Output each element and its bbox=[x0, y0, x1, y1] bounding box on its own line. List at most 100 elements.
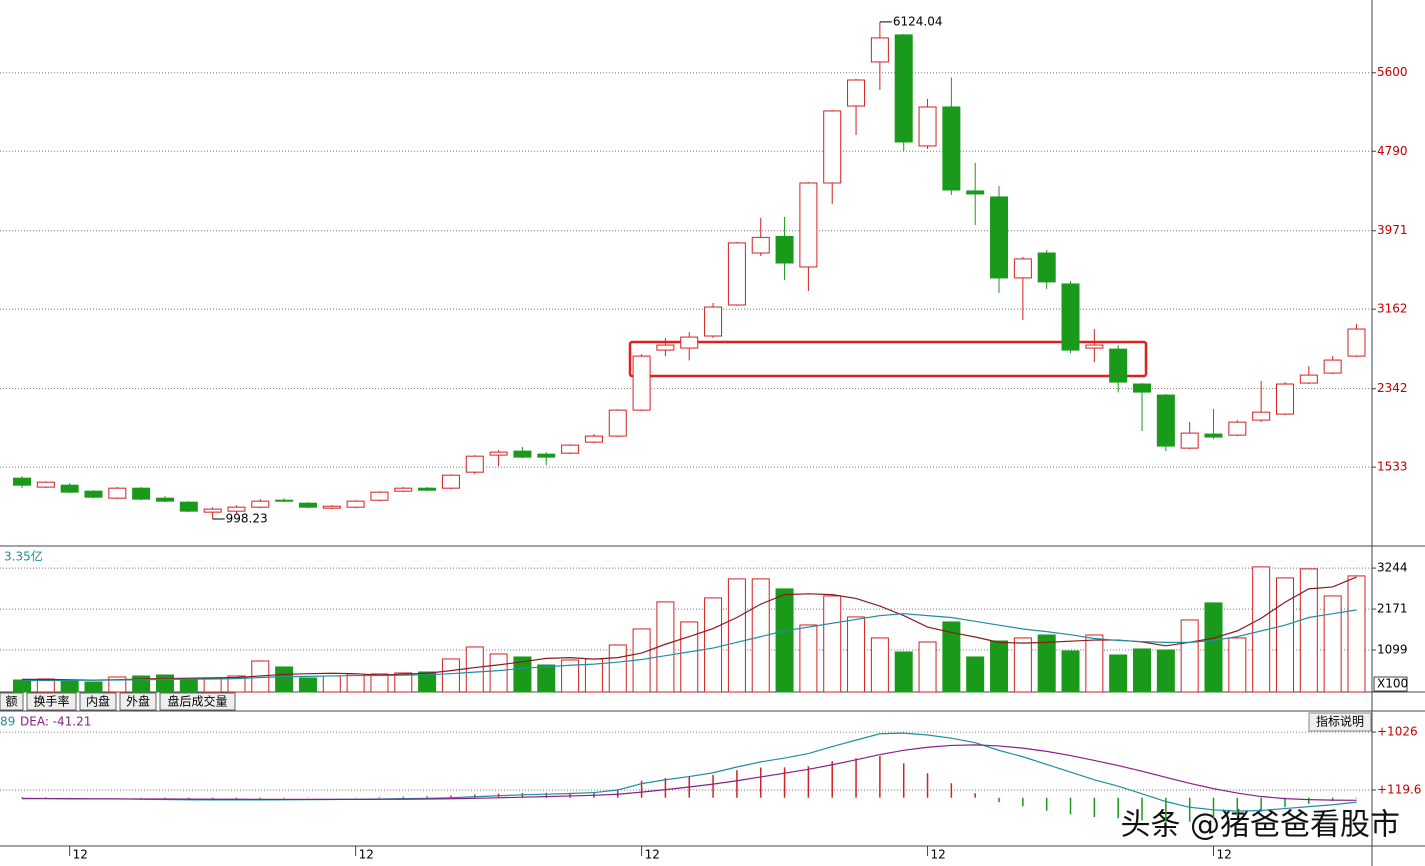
candle-body bbox=[1252, 411, 1271, 421]
volume-bar bbox=[394, 672, 413, 693]
candle-body bbox=[132, 487, 151, 500]
candle-body bbox=[441, 474, 460, 489]
volume-bar bbox=[441, 658, 460, 693]
y-tick-label: 4790 bbox=[1377, 144, 1408, 158]
y-tick-label: +119.6 bbox=[1377, 783, 1421, 797]
candle-body bbox=[990, 196, 1009, 279]
volume-bar bbox=[537, 664, 556, 693]
candle-body bbox=[179, 501, 198, 512]
candle-body bbox=[1156, 394, 1175, 447]
tab[interactable] bbox=[0, 692, 24, 711]
candle-body bbox=[13, 477, 31, 486]
candle-body bbox=[1013, 258, 1032, 279]
volume-bar bbox=[990, 640, 1009, 693]
y-tick-label: 2171 bbox=[1377, 602, 1408, 616]
candle-body bbox=[1347, 328, 1366, 357]
tab[interactable] bbox=[79, 692, 117, 711]
candle-body bbox=[60, 484, 79, 493]
candle-body bbox=[608, 409, 627, 437]
volume-bar bbox=[465, 646, 484, 693]
candle-body bbox=[537, 453, 556, 458]
candle-body bbox=[322, 505, 341, 509]
volume-bar bbox=[680, 621, 699, 693]
candle-body bbox=[918, 106, 937, 147]
candle-body bbox=[942, 106, 961, 191]
candle-body bbox=[1275, 383, 1294, 415]
y-tick-label: +1026 bbox=[1377, 725, 1418, 739]
candle-body bbox=[1323, 359, 1342, 374]
candle-body bbox=[727, 242, 746, 306]
volume-bar bbox=[870, 637, 889, 693]
volume-bar bbox=[84, 681, 103, 693]
tab-label[interactable]: 内盘 bbox=[86, 694, 110, 709]
y-tick-label: 1099 bbox=[1377, 643, 1408, 657]
indicator-button[interactable] bbox=[1308, 712, 1372, 732]
candle-body bbox=[251, 500, 270, 508]
indicator-button-label[interactable]: 指标说明 bbox=[1316, 714, 1364, 729]
candle-body bbox=[847, 79, 866, 107]
volume-bar bbox=[942, 621, 961, 693]
volume-bar bbox=[346, 673, 365, 693]
volume-bar bbox=[1323, 595, 1342, 693]
candle-body bbox=[1061, 283, 1080, 351]
candle-body bbox=[394, 487, 413, 492]
volume-bar bbox=[108, 676, 127, 693]
volume-bar bbox=[155, 674, 174, 693]
volume-bar bbox=[775, 588, 794, 693]
volume-bar bbox=[1013, 637, 1032, 693]
volume-bar bbox=[823, 595, 842, 693]
candle-body bbox=[680, 336, 699, 349]
volume-bar bbox=[370, 673, 389, 693]
volume-bar bbox=[1347, 575, 1366, 693]
tab[interactable] bbox=[26, 692, 77, 711]
candle-body bbox=[799, 182, 818, 268]
y-tick-label: 3162 bbox=[1377, 302, 1408, 316]
candle-body bbox=[36, 481, 55, 488]
y-tick-label: 1533 bbox=[1377, 460, 1408, 474]
tab[interactable] bbox=[159, 692, 236, 711]
candle-body bbox=[823, 110, 842, 184]
volume-bar bbox=[847, 616, 866, 693]
candle-body bbox=[418, 487, 437, 491]
x-tick-label: 12 bbox=[645, 848, 660, 862]
tab[interactable] bbox=[119, 692, 157, 711]
tab-label[interactable]: 换手率 bbox=[33, 694, 69, 709]
candle-body bbox=[370, 491, 389, 501]
volume-bar bbox=[704, 597, 723, 693]
candle-body bbox=[966, 190, 985, 195]
y-tick-label: 3244 bbox=[1377, 561, 1408, 575]
y-tick-label: 2342 bbox=[1377, 381, 1408, 395]
volume-bar bbox=[1204, 602, 1223, 693]
price-annotation: 998.23 bbox=[226, 511, 268, 525]
candle-body bbox=[1109, 348, 1128, 383]
dea-line bbox=[21, 744, 1357, 801]
candle-body bbox=[1228, 421, 1247, 436]
volume-ma-line bbox=[22, 609, 1357, 682]
candle-body bbox=[465, 455, 484, 473]
volume-bar bbox=[966, 656, 985, 693]
y-tick-label: 3971 bbox=[1377, 223, 1408, 237]
candle-body bbox=[84, 490, 103, 498]
volume-bar bbox=[418, 671, 437, 693]
volume-bar bbox=[298, 677, 317, 693]
candle-body bbox=[870, 37, 889, 63]
tab-label[interactable]: 额 bbox=[5, 695, 17, 709]
volume-bar bbox=[489, 653, 508, 693]
x-tick-label: 12 bbox=[359, 848, 374, 862]
volume-bar bbox=[608, 644, 627, 693]
volume-bar bbox=[1180, 619, 1199, 693]
volume-bar bbox=[179, 679, 198, 693]
tab-label[interactable]: 盘后成交量 bbox=[167, 694, 227, 709]
volume-bar bbox=[894, 651, 913, 693]
watermark: 头条 @猪爸爸看股市 bbox=[1120, 808, 1400, 843]
candle-body bbox=[108, 487, 127, 499]
candle-body bbox=[489, 451, 508, 456]
candle-body bbox=[1037, 252, 1056, 283]
tab-label[interactable]: 外盘 bbox=[126, 694, 150, 709]
candle-body bbox=[1085, 344, 1104, 349]
volume-bar bbox=[13, 679, 31, 693]
volume-bar bbox=[203, 677, 222, 693]
